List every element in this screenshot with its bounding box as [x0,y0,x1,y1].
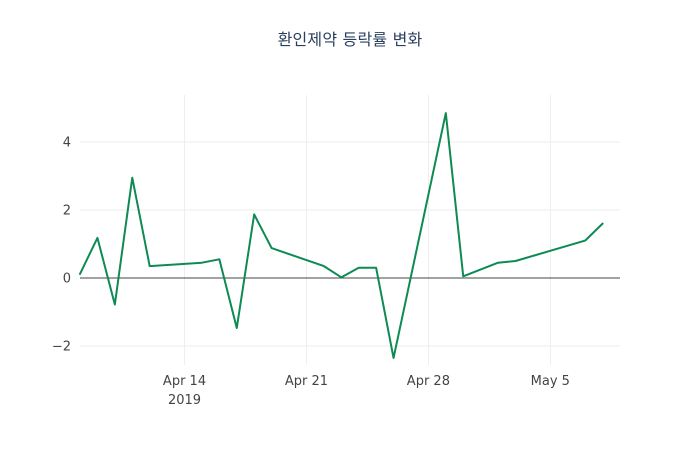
x-axis-tick-labels: Apr 14 2019 Apr 21 Apr 28 May 5 [163,374,570,408]
y-axis-tick-labels: 4 2 0 −2 [52,136,71,355]
x-tick-label: May 5 [531,374,570,389]
chart-title: 환인제약 등락률 변화 [277,30,423,49]
y-tick-label: 2 [63,204,71,219]
series-line-0[interactable] [79,112,604,359]
gridlines-group [80,95,620,365]
x-tick-label: Apr 21 [285,374,328,389]
y-tick-label: 4 [63,136,71,151]
y-tick-label: 0 [63,272,71,287]
y-tick-label: −2 [52,340,71,355]
series-group[interactable] [79,112,604,359]
x-axis-year-label: 2019 [168,393,201,408]
x-tick-label: Apr 14 [163,374,206,389]
x-tick-label: Apr 28 [407,374,450,389]
